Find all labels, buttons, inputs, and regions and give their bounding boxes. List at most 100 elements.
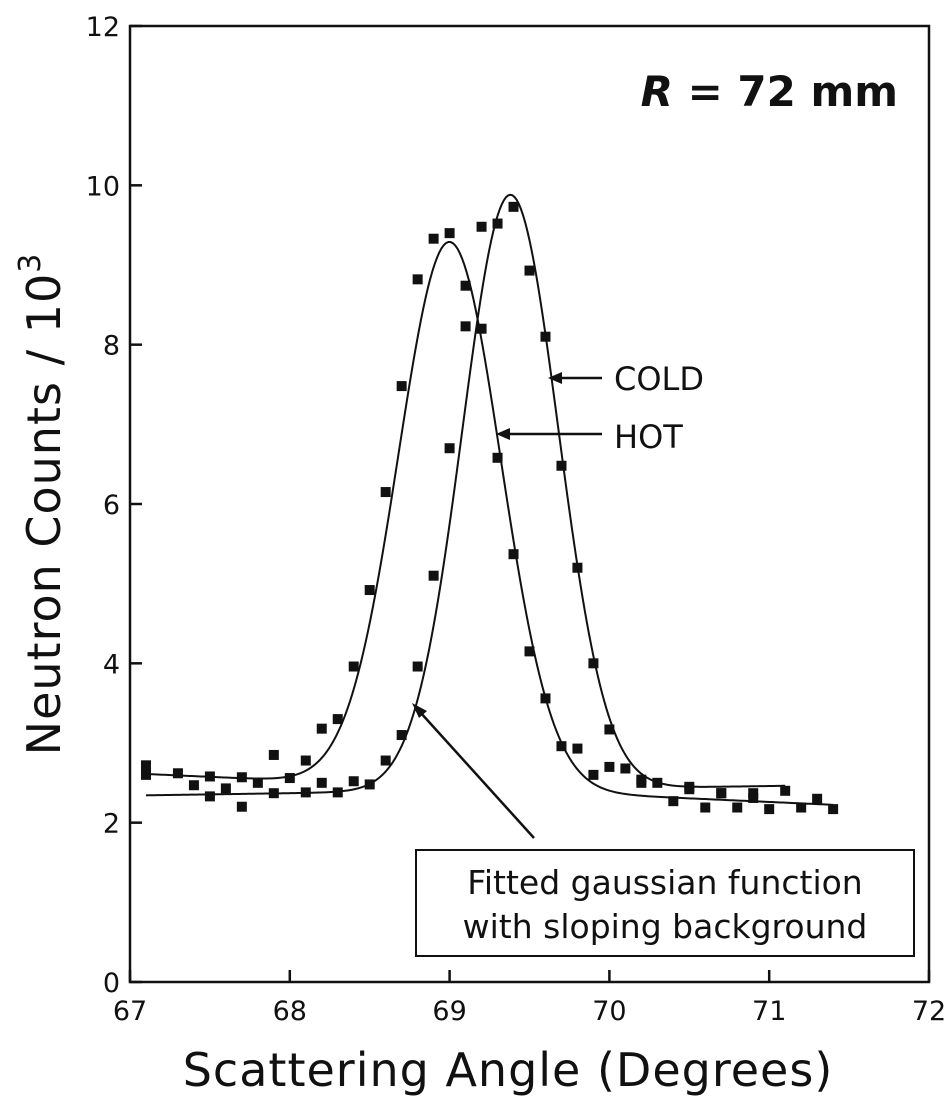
data-point-hot [556, 741, 567, 752]
data-point-cold [204, 791, 215, 802]
data-point-hot [796, 802, 807, 813]
data-point-hot [252, 777, 263, 788]
data-point-hot [364, 585, 375, 596]
cold-annotation: COLD [614, 360, 704, 398]
data-point-hot [428, 233, 439, 244]
data-point-cold [572, 562, 583, 573]
data-point-cold [332, 787, 343, 798]
data-point-hot [220, 783, 231, 794]
data-point-cold [748, 792, 759, 803]
data-point-hot [476, 323, 487, 334]
data-point-cold [780, 785, 791, 796]
data-point-hot [764, 804, 775, 815]
data-point-hot [188, 780, 199, 791]
data-point-hot [620, 763, 631, 774]
data-point-cold [524, 265, 535, 276]
data-point-hot [348, 661, 359, 672]
data-point-hot [140, 760, 151, 771]
data-point-cold [636, 774, 647, 785]
data-point-cold [540, 331, 551, 342]
fit-arrow-line [419, 711, 535, 839]
data-point-cold [412, 661, 423, 672]
y-tick-label: 0 [103, 968, 120, 999]
data-point-hot [284, 773, 295, 784]
data-point-hot [812, 793, 823, 804]
data-points [140, 201, 839, 815]
data-point-hot [236, 772, 247, 783]
fit-curve-cold [145, 193, 786, 797]
data-point-hot [604, 761, 615, 772]
data-point-hot [396, 381, 407, 392]
data-point-cold [716, 788, 727, 799]
data-point-hot [572, 743, 583, 754]
data-point-cold [316, 777, 327, 788]
data-point-cold [460, 321, 471, 332]
data-point-hot [460, 280, 471, 291]
y-tick-label: 12 [86, 12, 120, 43]
x-tick-label: 68 [273, 996, 307, 1027]
hot-annotation: HOT [614, 418, 683, 456]
x-axis: 67 68 69 70 71 72 [113, 970, 946, 1027]
plot-frame [128, 24, 931, 984]
data-point-cold [268, 788, 279, 799]
y-tick-label: 10 [86, 171, 120, 202]
y-axis-title-main: Neutron Counts / 10 [17, 273, 71, 756]
data-point-hot [828, 804, 839, 815]
y-axis-title: Neutron Counts / 103 [13, 253, 71, 756]
data-point-hot [444, 228, 455, 239]
data-point-hot [268, 749, 279, 760]
data-point-cold [684, 784, 695, 795]
data-point-hot [508, 549, 519, 560]
fit-annotation-line1: Fitted gaussian function [467, 863, 862, 902]
fit-curves [145, 193, 834, 806]
data-point-hot [300, 755, 311, 766]
data-point-cold [444, 443, 455, 454]
data-point-hot [380, 487, 391, 498]
radius-value: = 72 mm [673, 67, 898, 116]
data-point-hot [412, 274, 423, 285]
fit-arrow-head [412, 703, 427, 718]
data-point-hot [172, 768, 183, 779]
y-tick-label: 4 [103, 649, 120, 680]
y-tick-label: 6 [103, 490, 120, 521]
y-tick-label: 8 [103, 331, 120, 362]
data-point-cold [140, 769, 151, 780]
data-point-hot [524, 646, 535, 657]
fit-curve-hot [145, 241, 834, 806]
data-point-hot [540, 693, 551, 704]
data-point-hot [316, 723, 327, 734]
data-point-hot [652, 777, 663, 788]
data-point-cold [428, 570, 439, 581]
y-axis: 0 2 4 6 8 10 12 [86, 12, 142, 999]
data-point-cold [236, 801, 247, 812]
data-point-cold [604, 724, 615, 735]
data-point-hot [332, 714, 343, 725]
data-point-cold [588, 658, 599, 669]
x-tick-label: 70 [592, 996, 626, 1027]
data-point-cold [492, 218, 503, 229]
data-point-cold [348, 776, 359, 787]
x-tick-label: 71 [752, 996, 786, 1027]
cold-arrow-head [548, 372, 562, 384]
fit-annotation-box [415, 849, 915, 957]
data-point-cold [508, 201, 519, 212]
data-point-cold [476, 221, 487, 232]
radius-symbol: R [641, 67, 673, 116]
data-point-cold [300, 787, 311, 798]
x-axis-title: Scattering Angle (Degrees) [183, 1043, 834, 1097]
data-point-hot [588, 769, 599, 780]
data-point-hot [732, 802, 743, 813]
data-point-cold [364, 779, 375, 790]
x-tick-label: 67 [113, 996, 147, 1027]
data-point-hot [204, 771, 215, 782]
hot-arrow-head [496, 428, 510, 440]
data-point-cold [396, 730, 407, 741]
data-point-hot [700, 802, 711, 813]
data-point-cold [556, 460, 567, 471]
x-tick-label: 69 [432, 996, 466, 1027]
fit-annotation-line2: with sloping background [463, 907, 868, 946]
data-point-hot [492, 452, 503, 463]
y-axis-title-exponent: 3 [13, 253, 48, 273]
y-tick-label: 2 [103, 809, 120, 840]
